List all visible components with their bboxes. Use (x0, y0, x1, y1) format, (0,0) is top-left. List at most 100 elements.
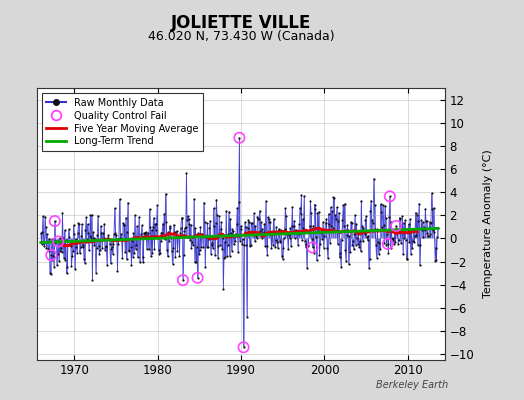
Point (101, 246, 109, 253)
Point (363, 237, 372, 243)
Point (199, 244, 208, 250)
Point (143, 246, 151, 252)
Point (157, 230, 166, 236)
Point (179, 277, 187, 283)
Point (425, 219, 434, 225)
Point (195, 247, 204, 253)
Point (424, 233, 432, 239)
Point (175, 252, 183, 259)
Point (191, 259, 199, 266)
Point (363, 234, 371, 240)
Point (433, 234, 441, 240)
Point (379, 202, 387, 208)
Point (333, 241, 342, 247)
Point (265, 218, 274, 225)
Point (390, 241, 398, 247)
Point (303, 265, 311, 271)
Point (191, 225, 200, 232)
Point (53, 250, 62, 257)
Point (83, 236, 91, 242)
Point (411, 209, 420, 216)
Point (311, 206, 320, 212)
Point (331, 212, 340, 218)
Point (413, 212, 421, 218)
Point (229, 228, 237, 234)
Point (358, 223, 366, 229)
Point (396, 216, 405, 222)
Point (326, 239, 334, 246)
Point (300, 193, 308, 199)
Point (43, 246, 52, 252)
Point (219, 235, 227, 241)
Point (416, 242, 424, 248)
Point (59, 235, 67, 242)
Point (388, 235, 397, 241)
Point (68, 253, 77, 259)
Point (73, 250, 81, 256)
Point (94, 212, 102, 219)
Point (285, 232, 293, 238)
Point (287, 242, 295, 249)
Point (306, 198, 314, 204)
Point (99, 230, 107, 236)
Point (409, 226, 418, 232)
Point (193, 275, 202, 281)
Point (294, 230, 303, 237)
Point (165, 237, 173, 244)
Point (307, 210, 315, 216)
Point (47, 271, 55, 277)
Point (83, 221, 92, 227)
Point (124, 199, 132, 206)
Point (289, 228, 297, 234)
Point (198, 232, 206, 238)
Point (64, 226, 73, 232)
Point (69, 222, 78, 228)
Point (312, 234, 320, 240)
Point (342, 258, 350, 264)
Point (79, 241, 88, 248)
Point (329, 194, 337, 200)
Point (293, 242, 302, 248)
Point (354, 230, 363, 237)
Point (51, 218, 59, 224)
Point (56, 235, 64, 241)
Point (195, 250, 203, 257)
Point (149, 224, 157, 230)
Point (395, 237, 403, 243)
Point (96, 223, 105, 230)
Point (295, 221, 303, 228)
Point (245, 219, 253, 226)
Point (406, 216, 414, 223)
Point (221, 253, 230, 260)
Point (161, 190, 170, 197)
Point (149, 215, 158, 221)
Point (314, 228, 322, 234)
Point (310, 250, 318, 256)
Point (375, 240, 384, 246)
Point (253, 214, 261, 220)
Point (80, 256, 88, 262)
Point (129, 230, 138, 236)
Point (38, 229, 47, 235)
Point (427, 220, 435, 226)
Point (291, 234, 299, 241)
Point (322, 220, 330, 226)
Point (388, 236, 396, 242)
Point (122, 215, 130, 221)
Point (276, 238, 284, 244)
Point (244, 217, 253, 224)
Point (296, 205, 304, 211)
Point (213, 211, 221, 218)
Point (211, 252, 219, 258)
Point (418, 219, 427, 225)
Point (69, 247, 77, 254)
Point (390, 227, 399, 233)
Point (387, 219, 396, 225)
Point (356, 248, 365, 254)
Point (112, 232, 121, 238)
Point (335, 209, 343, 216)
Point (231, 238, 239, 244)
Point (402, 256, 411, 262)
Point (389, 236, 398, 243)
Point (341, 200, 349, 207)
